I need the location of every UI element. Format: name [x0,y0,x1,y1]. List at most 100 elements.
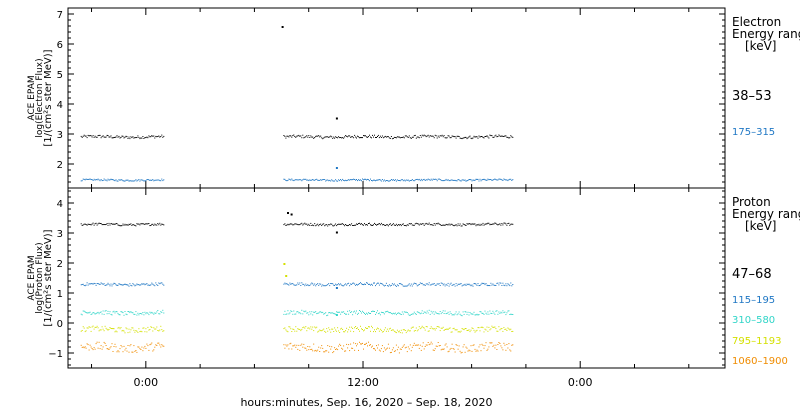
data-point [465,328,467,329]
data-point [111,285,113,287]
data-point [445,137,447,139]
data-point [433,223,435,224]
y-tick-label: 6 [57,40,63,51]
data-point [108,349,110,350]
data-point [149,344,151,346]
data-point [132,351,134,353]
data-point [381,135,383,137]
data-point [359,137,360,139]
data-point [100,282,102,284]
data-point [128,328,130,330]
data-point [162,180,164,182]
data-point [324,351,326,353]
data-point [123,137,125,139]
data-point [502,135,504,137]
data-point [351,136,353,138]
data-point [475,314,477,316]
data-point [124,332,126,334]
data-point [495,344,497,346]
data-point [391,224,393,226]
data-point [419,223,421,225]
data-point [480,136,482,137]
data-point [490,342,492,344]
data-point [491,135,493,137]
data-point [161,329,163,331]
data-point [422,313,424,314]
data-point [462,284,464,286]
data-point [325,312,327,314]
data-point [294,330,296,332]
data-point [110,178,112,180]
data-point [401,137,403,138]
data-point [288,136,290,138]
data-point [146,312,148,314]
data-point [131,137,133,139]
data-point [386,285,388,287]
data-point [385,330,387,332]
data-point [163,135,165,137]
data-point [432,311,434,313]
data-point [357,223,358,225]
data-point [159,222,161,224]
data-point [92,349,94,351]
data-point [395,344,397,346]
data-point [481,282,483,284]
data-point [461,225,463,227]
data-point [404,180,406,182]
data-point [89,135,91,136]
data-point [359,283,360,285]
data-point [435,284,437,286]
data-point [411,179,413,180]
data-point [508,343,510,345]
data-point [310,313,312,315]
data-point [390,136,392,137]
data-point [486,179,488,181]
data-point [358,136,359,138]
data-point [458,136,460,137]
data-point [437,178,439,180]
data-point [314,311,316,313]
data-point [502,180,504,181]
data-point [90,135,92,137]
data-point [330,331,332,333]
data-point [446,328,448,330]
legend-subtitle: Energy ranges [732,27,800,41]
data-point [378,330,380,332]
data-point [467,284,469,286]
data-point [504,222,506,224]
data-point [124,180,126,182]
data-point [439,224,441,225]
data-point [110,346,112,348]
data-point [510,350,512,352]
data-point [407,224,409,226]
data-point [131,351,133,353]
data-point [485,283,487,284]
data-point [346,224,348,226]
data-point [416,136,418,138]
data-point [402,313,404,315]
data-point [330,223,332,225]
data-point [88,135,90,137]
data-point [140,349,142,350]
data-point [300,223,302,225]
data-point [402,345,404,347]
data-point [115,311,117,312]
data-point [375,137,376,138]
data-point [386,180,388,182]
data-point [387,180,389,182]
data-point [441,224,443,226]
data-point [334,180,336,182]
data-point [411,313,413,315]
data-point [107,282,109,284]
data-point [488,179,490,181]
data-point [303,137,305,139]
data-point [481,343,483,345]
data-point [117,350,119,352]
data-point [133,224,135,226]
data-point [371,137,372,139]
data-point [160,346,162,348]
data-point [352,179,354,181]
data-point [429,179,431,181]
data-point [326,224,328,226]
data-point [320,135,322,137]
